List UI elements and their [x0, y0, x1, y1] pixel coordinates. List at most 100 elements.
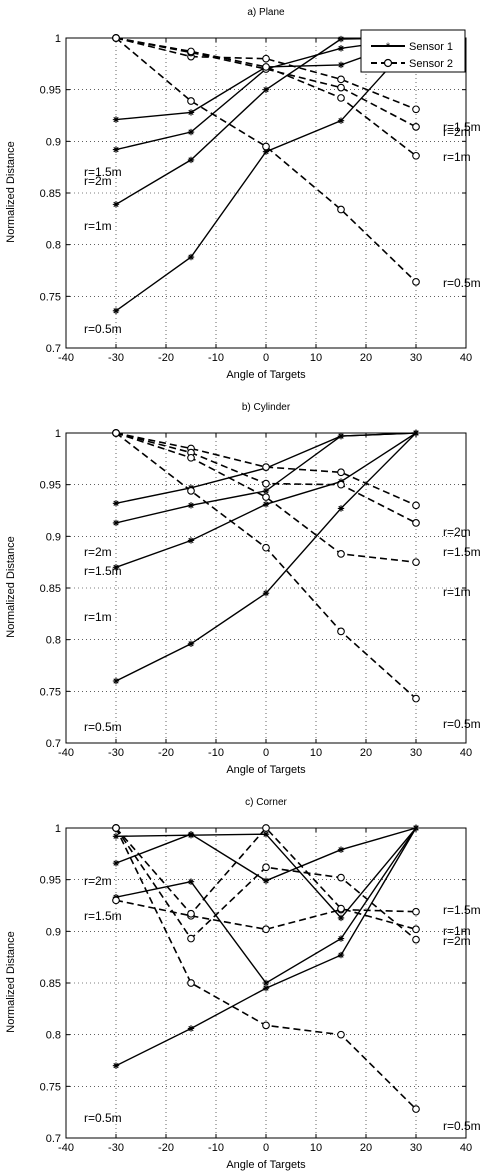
- left-label-r-1-5m: r=1.5m: [84, 909, 122, 923]
- sensor-1-point: [112, 146, 120, 153]
- sensor-1-point: [262, 86, 270, 93]
- sensor-1-point: [262, 877, 270, 884]
- sensor-2-line-r-1m: [115, 37, 417, 157]
- sensor-2-point: [187, 47, 195, 56]
- legend-label-sensor-1: Sensor 1: [409, 41, 453, 53]
- sensor-1-point: [187, 832, 195, 839]
- sensor-2-point: [262, 824, 270, 832]
- sensor-1-point: [112, 1062, 120, 1069]
- x-tick-label: 20: [360, 1142, 372, 1154]
- right-label-r-0-5m: r=0.5m: [443, 276, 481, 290]
- sensor-2-point: [337, 1030, 345, 1039]
- sensor-2-point: [337, 873, 345, 882]
- left-label-r-1m: r=1m: [84, 610, 112, 624]
- sensor-1-point: [262, 487, 270, 495]
- left-label-r-0-5m: r=0.5m: [84, 322, 122, 336]
- y-tick-label: 0.85: [40, 978, 61, 990]
- y-tick-label: 0.85: [40, 583, 61, 595]
- x-tick-label: -30: [108, 747, 124, 759]
- chart-cylinder: -40 -30 -20 -10 0 10 20 30 40 0.7 0.75 0.8 0.85 0.9 0.…: [5, 402, 481, 776]
- y-tick-label: 0.95: [40, 875, 61, 887]
- x-tick-label: 20: [360, 747, 372, 759]
- x-tick-label: -30: [108, 352, 124, 364]
- chart-title: a) Plane: [247, 7, 285, 18]
- y-tick-label: 1: [55, 33, 61, 45]
- x-tick-label: -20: [158, 747, 174, 759]
- sensor-2-point: [337, 627, 345, 636]
- sensor-2-point: [412, 907, 420, 916]
- right-label-r-1m: r=1m: [443, 585, 471, 599]
- sensor-1-point: [112, 859, 120, 867]
- sensor-2-point: [262, 493, 270, 501]
- right-label-r-1-5m: r=1.5m: [443, 120, 481, 134]
- plot-frame: [65, 432, 467, 744]
- x-tick-label: 0: [263, 352, 269, 364]
- right-label-r-2m: r=2m: [443, 525, 471, 539]
- x-axis-label: Angle of Targets: [226, 1159, 306, 1171]
- y-tick-label: 1: [55, 823, 61, 835]
- sensor-2-point: [412, 123, 420, 131]
- sensor-1-point: [112, 307, 120, 314]
- plot-frame: [65, 37, 467, 349]
- left-label-r-1-5m: r=1.5m: [84, 165, 122, 179]
- left-label-r-0-5m: r=0.5m: [84, 1111, 122, 1125]
- sensor-2-line-r-1m: [115, 826, 417, 931]
- legend-marker-sensor-1: *: [386, 41, 391, 53]
- sensor-2-point: [412, 925, 420, 934]
- sensor-1-point: [187, 253, 195, 261]
- sensor-2-point: [412, 278, 420, 286]
- sensor-1-point: [337, 35, 345, 43]
- x-tick-label: -30: [108, 1142, 124, 1154]
- sensor-1-point: [262, 831, 270, 838]
- y-axis-label: Normalized Distance: [5, 536, 17, 637]
- sensor-1-point: [337, 914, 345, 922]
- x-tick-label: 30: [410, 1142, 422, 1154]
- sensor-1-point: [412, 429, 420, 437]
- x-tick-label: 10: [310, 747, 322, 759]
- x-tick-label: 0: [263, 747, 269, 759]
- right-label-r-0-5m: r=0.5m: [443, 1119, 481, 1133]
- x-tick-label: 30: [410, 352, 422, 364]
- sensor-2-point: [262, 479, 270, 488]
- sensor-2-point: [187, 97, 195, 105]
- sensor-1-point: [112, 564, 120, 571]
- x-tick-label: 30: [410, 747, 422, 759]
- x-tick-label: 10: [310, 352, 322, 364]
- sensor-2-point: [112, 896, 120, 905]
- legend-box: [360, 29, 466, 73]
- chart-title: b) Cylinder: [242, 402, 291, 413]
- sensor-1-point: [262, 979, 270, 987]
- y-tick-label: 0.7: [46, 343, 61, 355]
- y-tick-label: 0.8: [46, 1030, 61, 1042]
- sensor-1-point: [112, 201, 120, 208]
- sensor-2-point: [262, 543, 270, 552]
- sensor-2-point: [112, 824, 120, 832]
- right-label-r-1m: r=1m: [443, 150, 471, 164]
- y-tick-label: 0.85: [40, 188, 61, 200]
- x-axis-label: Angle of Targets: [226, 764, 306, 776]
- right-label-r-2m: r=2m: [443, 125, 471, 139]
- sensor-1-point: [337, 117, 345, 124]
- grid: -40 -30 -20 -10 0 10 20 30 40 0.7 0.75 0.8 0.85 0.9 0.…: [40, 33, 473, 364]
- sensor-1-point: [337, 935, 345, 942]
- sensor-2-point: [412, 501, 420, 510]
- sensor-1-point: [112, 500, 120, 507]
- sensor-2-line-r-2m: [115, 37, 417, 111]
- sensor-2-point: [187, 453, 195, 462]
- sensor-2-point: [337, 94, 345, 102]
- sensor-1-point: [187, 128, 195, 136]
- sensor-2-point: [337, 468, 345, 477]
- sensor-1-point: [112, 833, 120, 840]
- chart-title: c) Corner: [245, 797, 287, 808]
- sensor-2-point: [412, 151, 420, 160]
- sensor-2-point: [262, 142, 270, 151]
- legend-marker-sensor-2: [383, 58, 393, 68]
- legend-label-sensor-2: Sensor 2: [409, 58, 453, 70]
- x-tick-label: 40: [460, 352, 472, 364]
- x-tick-label: -10: [208, 352, 224, 364]
- sensor-1-point: [337, 432, 345, 440]
- legend: * Sensor 1 Sensor 2: [360, 29, 466, 73]
- y-tick-label: 0.95: [40, 85, 61, 97]
- sensor-2-point: [412, 105, 420, 114]
